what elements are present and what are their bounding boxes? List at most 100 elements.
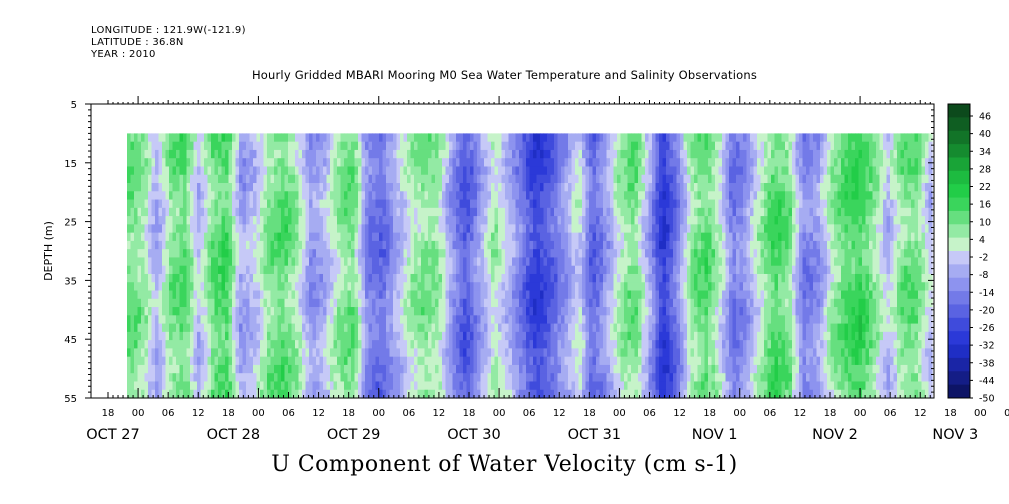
heatmap-cell [221, 298, 226, 308]
heatmap-cell [295, 348, 300, 358]
heatmap-cell [200, 174, 205, 184]
heatmap-cell [235, 348, 240, 358]
heatmap-cell [603, 282, 608, 292]
heatmap-cell [267, 331, 272, 341]
heatmap-cell [428, 298, 433, 308]
heatmap-cell [361, 158, 366, 168]
heatmap-cell [582, 265, 587, 275]
heatmap-cell [239, 141, 244, 151]
heatmap-cell [417, 158, 422, 168]
heatmap-cell [652, 133, 657, 143]
heatmap-cell [473, 373, 478, 383]
heatmap-cell [603, 183, 608, 192]
heatmap-cell [522, 166, 527, 176]
heatmap-cell [330, 240, 335, 250]
heatmap-cell [568, 149, 573, 159]
heatmap-cell [410, 224, 415, 234]
heatmap-cell [624, 149, 629, 159]
heatmap-cell [526, 174, 531, 184]
heatmap-cell [372, 356, 377, 366]
heatmap-cell [302, 323, 307, 333]
heatmap-cell [302, 315, 307, 325]
heatmap-cell [655, 257, 660, 267]
heatmap-cell [393, 191, 398, 201]
heatmap-cell [158, 207, 163, 217]
heatmap-cell [172, 307, 177, 316]
heatmap-cell [606, 224, 611, 234]
heatmap-cell [592, 257, 597, 267]
heatmap-cell [253, 133, 258, 143]
heatmap-cell [137, 273, 142, 283]
heatmap-cell [533, 340, 538, 349]
heatmap-cell [270, 158, 275, 168]
heatmap-cell [428, 356, 433, 366]
heatmap-cell [620, 149, 625, 159]
heatmap-cell [596, 166, 601, 176]
heatmap-cell [449, 340, 454, 349]
heatmap-cell [571, 149, 576, 159]
heatmap-cell [592, 273, 597, 283]
heatmap-cell [137, 389, 142, 399]
heatmap-cell [253, 249, 258, 259]
heatmap-cell [452, 315, 457, 325]
heatmap-cell [197, 323, 202, 333]
heatmap-cell [578, 273, 583, 283]
heatmap-cell [494, 224, 499, 234]
heatmap-cell [330, 149, 335, 159]
heatmap-cell [207, 364, 212, 374]
heatmap-cell [631, 356, 636, 366]
heatmap-cell [239, 381, 244, 391]
heatmap-cell [176, 141, 181, 151]
heatmap-cell [417, 207, 422, 217]
heatmap-cell [414, 389, 419, 399]
heatmap-cell [529, 298, 534, 308]
heatmap-cell [155, 207, 160, 217]
heatmap-cell [592, 364, 597, 374]
heatmap-cell [547, 265, 552, 275]
heatmap-cell [235, 257, 240, 267]
heatmap-cell [519, 158, 524, 168]
heatmap-cell [162, 307, 167, 316]
heatmap-cell [358, 149, 363, 159]
heatmap-cell [204, 389, 209, 399]
heatmap-cell [358, 207, 363, 217]
heatmap-cell [508, 381, 513, 391]
heatmap-cell [382, 340, 387, 349]
heatmap-cell [298, 149, 303, 159]
heatmap-cell [592, 240, 597, 250]
heatmap-cell [351, 199, 356, 209]
heatmap-cell [533, 364, 538, 374]
heatmap-cell [144, 381, 149, 391]
heatmap-cell [613, 340, 618, 349]
heatmap-cell [326, 133, 331, 143]
heatmap-cell [431, 364, 436, 374]
heatmap-cell [319, 216, 324, 225]
heatmap-cell [221, 389, 226, 399]
heatmap-cell [554, 158, 559, 168]
heatmap-cell [438, 216, 443, 225]
heatmap-cell [169, 282, 174, 292]
heatmap-cell [540, 141, 545, 151]
heatmap-cell [270, 149, 275, 159]
heatmap-cell [610, 348, 615, 358]
heatmap-cell [578, 133, 583, 143]
heatmap-cell [613, 282, 618, 292]
heatmap-cell [648, 183, 653, 192]
heatmap-cell [466, 158, 471, 168]
heatmap-cell [141, 158, 146, 168]
heatmap-cell [165, 216, 170, 225]
heatmap-cell [606, 381, 611, 391]
heatmap-cell [540, 298, 545, 308]
heatmap-cell [274, 158, 279, 168]
heatmap-cell [386, 240, 391, 250]
heatmap-cell [165, 290, 170, 300]
heatmap-cell [211, 158, 216, 168]
heatmap-cell [228, 356, 233, 366]
heatmap-cell [284, 207, 289, 217]
heatmap-cell [585, 273, 590, 283]
heatmap-cell [512, 141, 517, 151]
heatmap-cell [578, 232, 583, 242]
heatmap-cell [190, 166, 195, 176]
heatmap-cell [225, 199, 230, 209]
heatmap-cell [438, 207, 443, 217]
